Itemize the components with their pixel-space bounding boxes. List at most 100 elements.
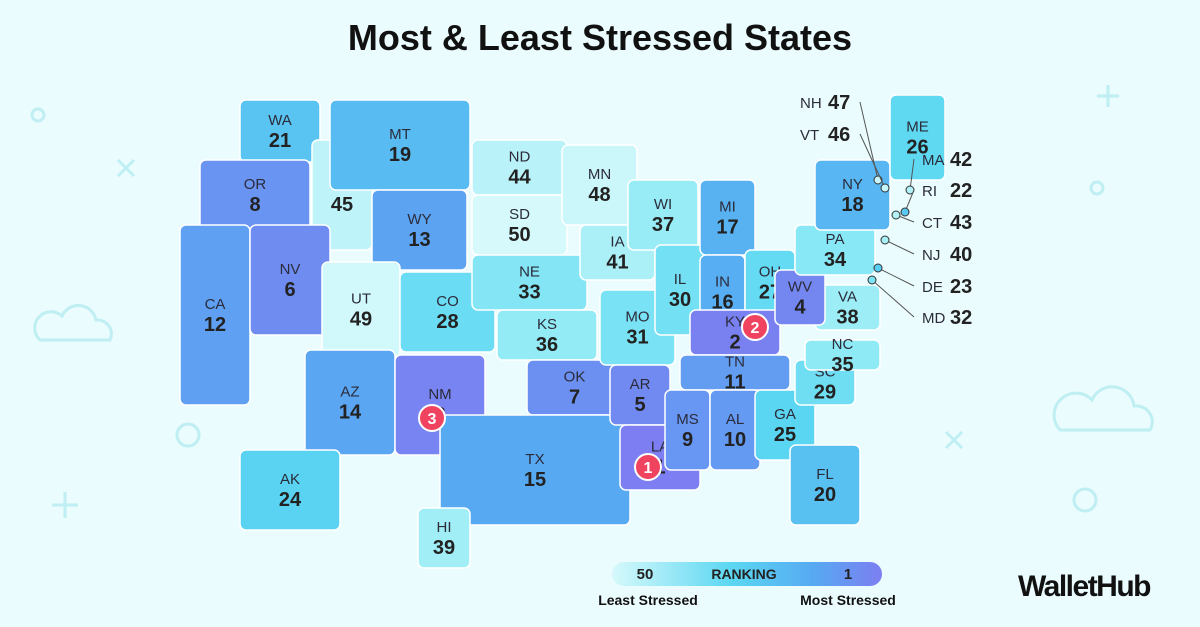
state-rank: 41 xyxy=(606,252,628,274)
state-abbr: TN xyxy=(725,354,745,371)
state-abbr: IN xyxy=(715,274,730,291)
state-rank: 8 xyxy=(249,194,260,216)
state-abbr: MD xyxy=(922,310,945,327)
state-abbr: IL xyxy=(674,271,687,288)
state-abbr: FL xyxy=(816,466,834,483)
state-rank: 44 xyxy=(508,167,531,189)
state-abbr: MO xyxy=(625,309,649,326)
legend-low-caption: Least Stressed xyxy=(598,592,698,608)
state-rank: 47 xyxy=(828,92,850,114)
decorations xyxy=(30,85,1154,518)
state-shape xyxy=(804,339,881,371)
state-abbr: MI xyxy=(719,199,736,216)
state-abbr: AL xyxy=(726,411,744,428)
badge-number: 2 xyxy=(751,320,760,337)
badge-number: 3 xyxy=(428,411,437,428)
title: Most & Least Stressed States xyxy=(348,17,852,58)
state-shape xyxy=(417,507,471,569)
rank-badge xyxy=(418,404,446,432)
state-abbr: VT xyxy=(800,127,819,144)
state-rank: 19 xyxy=(389,144,411,166)
state-abbr: WV xyxy=(788,279,812,296)
state-abbr: MA xyxy=(922,152,945,169)
state-rank: 21 xyxy=(269,130,291,152)
state-shape xyxy=(371,189,468,271)
state-abbr: CT xyxy=(922,215,942,232)
state-abbr: KY xyxy=(725,314,745,331)
state-rank: 37 xyxy=(652,214,674,236)
state-shape xyxy=(239,449,341,531)
state-rank: 39 xyxy=(433,537,455,559)
state-abbr: KS xyxy=(537,316,557,333)
state-abbr: IA xyxy=(610,234,624,251)
state-abbr: WA xyxy=(268,112,292,129)
state-rank: 42 xyxy=(950,149,972,171)
state-rank: 7 xyxy=(569,387,580,409)
state-abbr: ME xyxy=(906,119,929,136)
state-rank: 28 xyxy=(436,311,458,333)
state-rank: 5 xyxy=(634,394,645,416)
state-rank: 36 xyxy=(536,334,558,356)
state-abbr: CO xyxy=(436,293,459,310)
callout-line xyxy=(909,158,915,191)
state-rank: 12 xyxy=(204,314,226,336)
state-rank: 16 xyxy=(711,292,733,314)
state-abbr: OK xyxy=(564,369,586,386)
state-rank: 33 xyxy=(518,282,540,304)
state-abbr: UT xyxy=(351,291,371,308)
state-rank: 29 xyxy=(814,382,836,404)
state-abbr: VA xyxy=(838,289,857,306)
state-rank: 24 xyxy=(279,489,302,511)
state-shape xyxy=(880,183,890,193)
state-rank: 46 xyxy=(828,124,850,146)
state-abbr: NM xyxy=(428,386,451,403)
state-abbr: RI xyxy=(922,183,937,200)
state-rank: 49 xyxy=(350,309,372,331)
legend-high: 1 xyxy=(844,566,852,583)
state-abbr: MN xyxy=(588,166,611,183)
state-shape xyxy=(891,210,901,220)
state-rank: 9 xyxy=(682,429,693,451)
state-abbr: PA xyxy=(826,231,845,248)
state-shape xyxy=(754,389,816,461)
state-shape xyxy=(814,159,891,231)
callouts: NH 47 VT 46 MA 42 RI 22 CT 43 NJ 40 DE 23 MD 32 xyxy=(800,92,972,329)
state-rank: 23 xyxy=(950,276,972,298)
callout-line xyxy=(871,279,915,318)
state-shape xyxy=(880,235,890,245)
state-rank: 20 xyxy=(814,484,836,506)
state-shape xyxy=(867,275,877,285)
state-rank: 43 xyxy=(950,212,972,234)
state-rank: 18 xyxy=(841,194,863,216)
state-abbr: GA xyxy=(774,406,796,423)
state-rank: 14 xyxy=(339,402,362,424)
state-abbr: WY xyxy=(407,211,431,228)
state-rank: 25 xyxy=(774,424,796,446)
state-abbr: OR xyxy=(244,176,267,193)
state-rank: 10 xyxy=(724,429,746,451)
callout-line xyxy=(877,267,915,287)
state-rank: 30 xyxy=(669,289,691,311)
state-shape xyxy=(889,94,946,181)
state-rank: 2 xyxy=(729,332,740,354)
state-rank: 38 xyxy=(836,307,858,329)
state-rank: 35 xyxy=(831,354,853,376)
state-abbr: TX xyxy=(525,451,544,468)
legend-high-caption: Most Stressed xyxy=(800,592,896,608)
state-abbr: AK xyxy=(280,471,300,488)
state-map: WA21OR8CA12ID45NV6MT19WY13UT49AZ14CO28NM… xyxy=(179,94,946,569)
callout-line xyxy=(884,239,915,255)
state-abbr: NY xyxy=(842,176,863,193)
state-abbr: ND xyxy=(509,149,531,166)
state-abbr: CA xyxy=(205,296,226,313)
state-abbr: NH xyxy=(800,95,822,112)
legend-label: RANKING xyxy=(711,566,776,582)
state-abbr: MT xyxy=(389,126,411,143)
state-rank: 11 xyxy=(724,372,745,394)
state-rank: 26 xyxy=(906,137,928,159)
brand-logo: WalletHub xyxy=(1018,570,1151,603)
state-abbr: NJ xyxy=(922,247,940,264)
badge-number: 1 xyxy=(644,460,653,477)
legend-bar xyxy=(612,562,882,586)
state-shape xyxy=(873,263,883,273)
